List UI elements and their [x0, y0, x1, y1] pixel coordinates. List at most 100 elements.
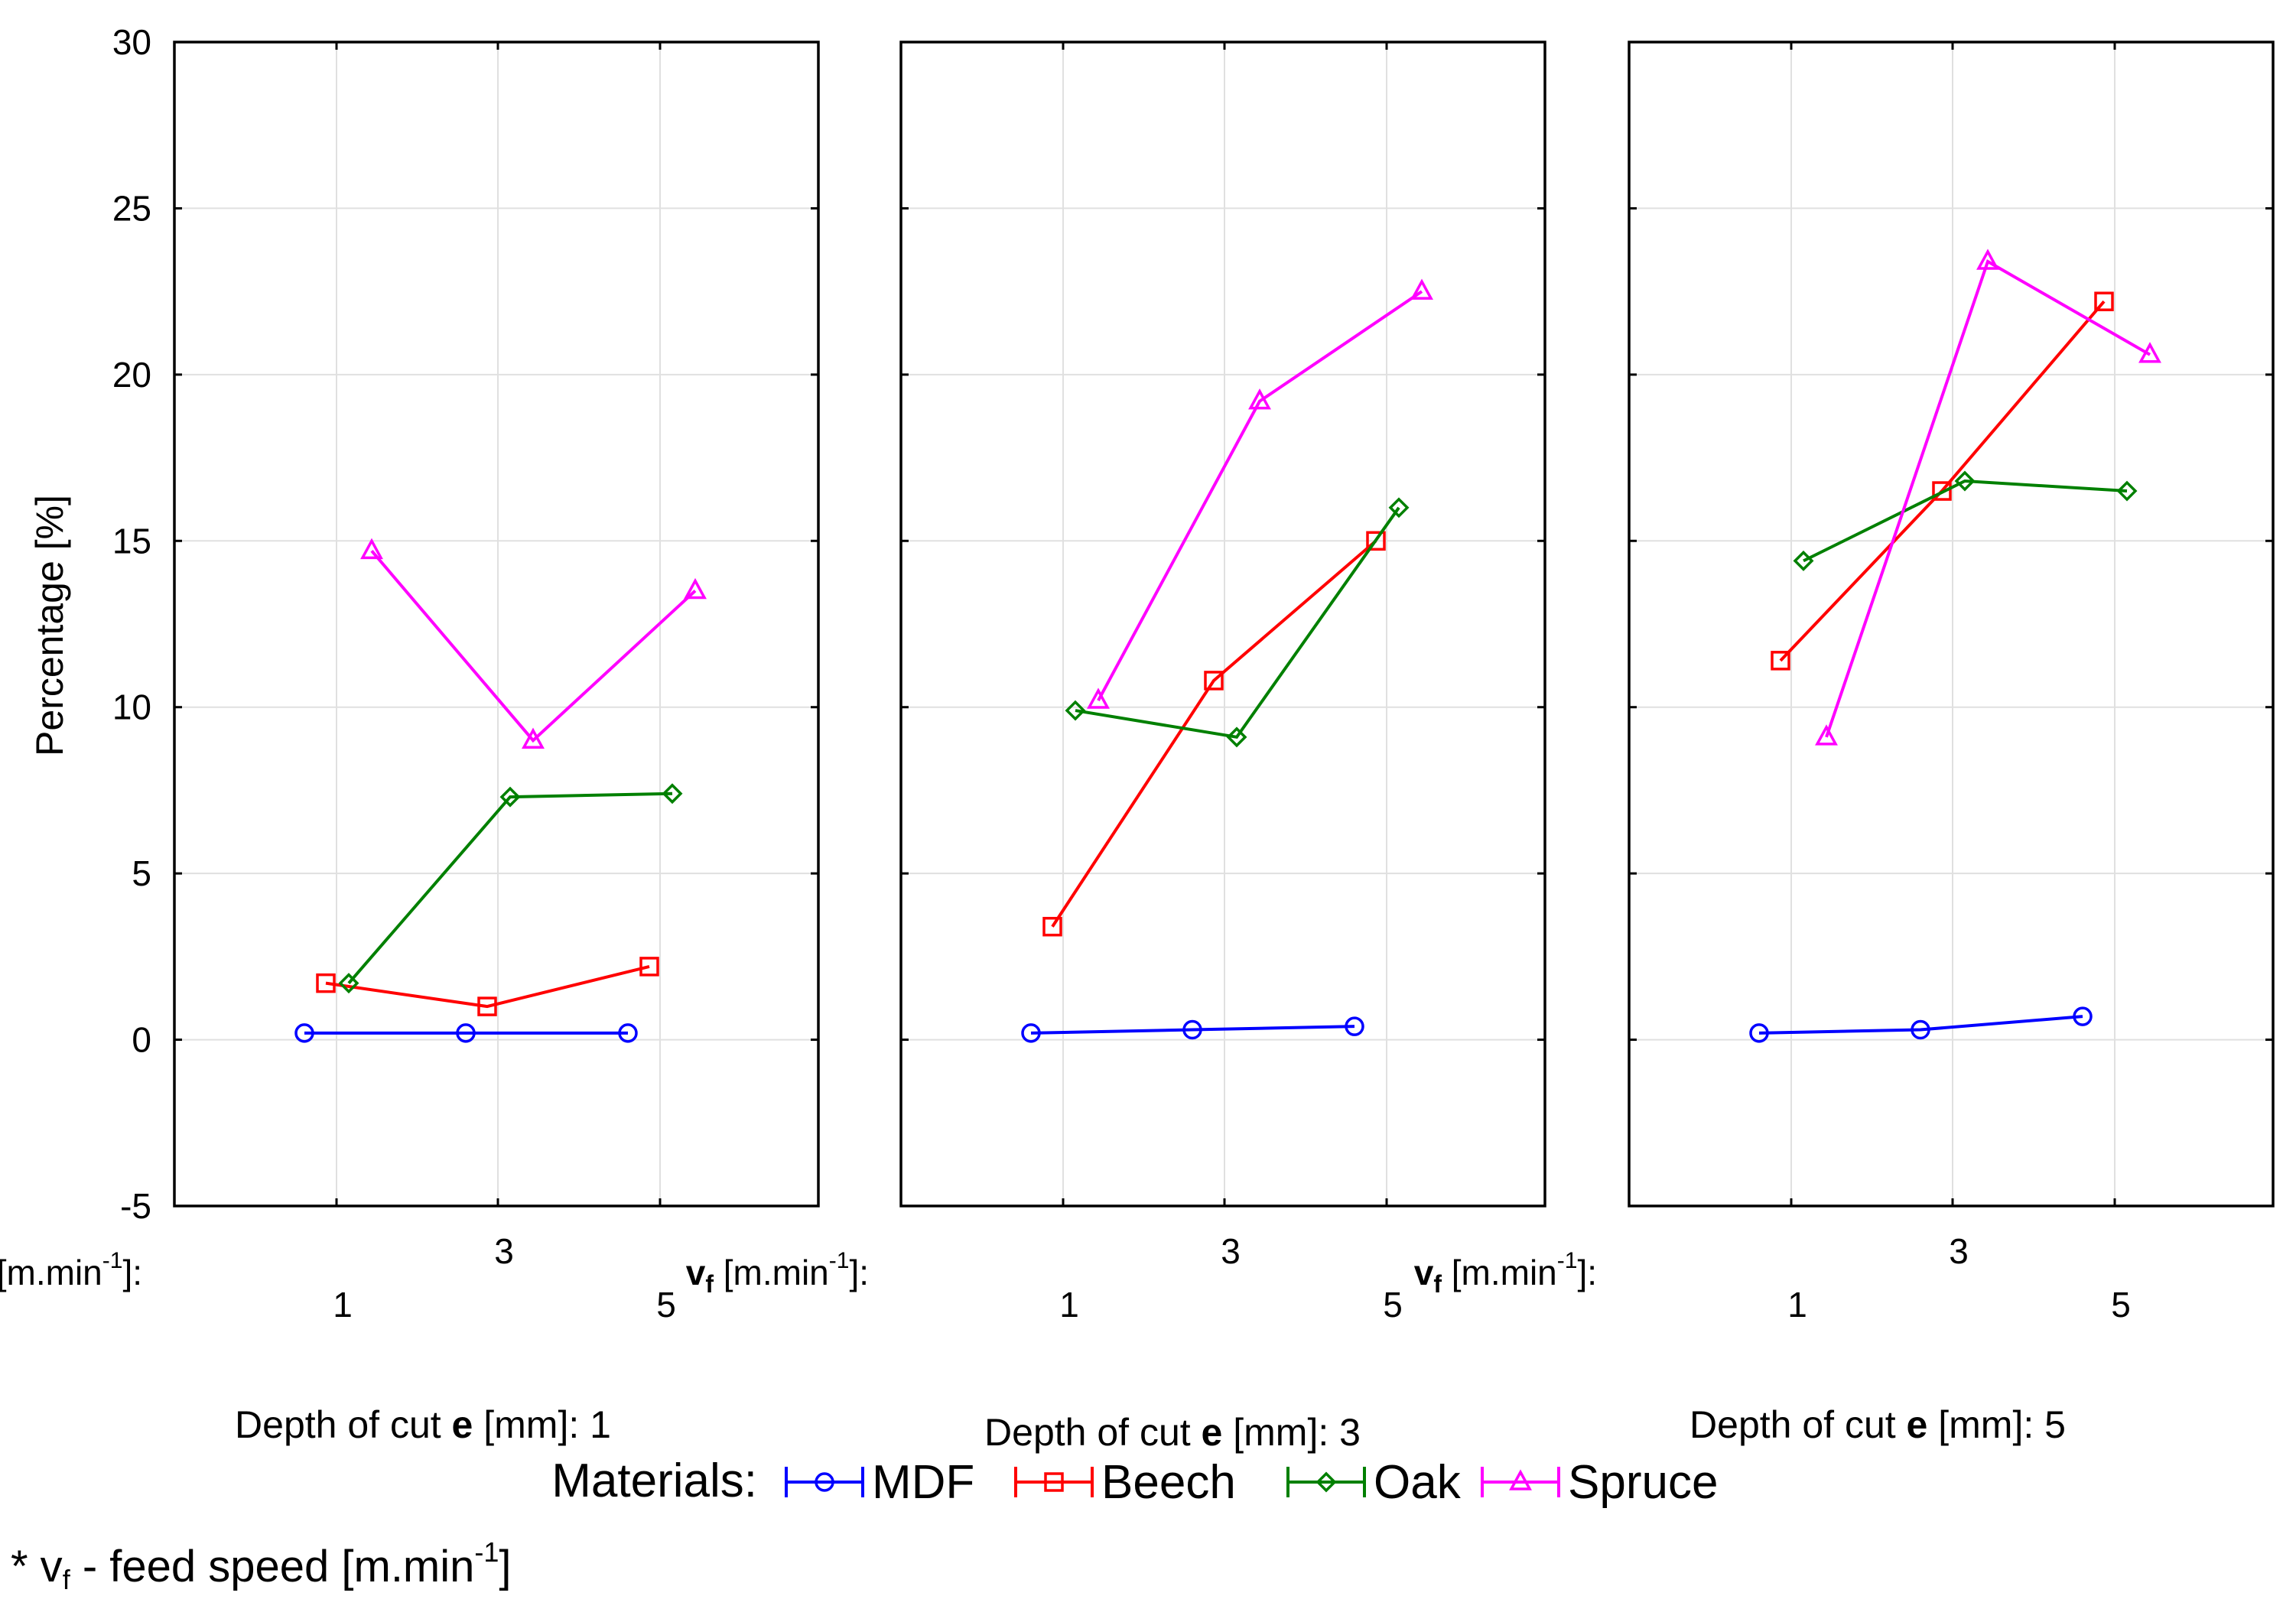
series-line-spruce: [1097, 290, 1423, 701]
legend-item-beech: Beech: [1014, 1456, 1236, 1509]
data-point-beech: [2094, 291, 2114, 311]
y-tick-label: 30: [112, 22, 151, 62]
data-point-beech: [316, 973, 336, 993]
data-point-beech: [1042, 916, 1062, 937]
y-tick-label: 0: [132, 1020, 151, 1060]
legend-marker: [1044, 1472, 1064, 1492]
y-tick-label: 20: [112, 355, 151, 395]
data-point-oak: [2116, 480, 2138, 502]
data-point-oak: [1065, 700, 1086, 721]
x-tick-label: 1: [1059, 1285, 1079, 1325]
x-tick-label: 1: [333, 1285, 353, 1325]
data-point-beech: [1932, 481, 1952, 501]
footnote-exponent: -1: [474, 1536, 499, 1568]
data-point-spruce: [684, 577, 707, 600]
data-point-oak: [1954, 470, 1976, 492]
series-line-beech: [1051, 539, 1377, 928]
series-line-spruce: [1825, 259, 2151, 738]
data-point-spruce: [360, 538, 383, 560]
legend-label: Spruce: [1568, 1456, 1718, 1509]
data-point-mdf: [2073, 1006, 2093, 1026]
x-tick-label: 1: [1787, 1285, 1807, 1325]
footnote: * vf - feed speed [m.min-1]: [11, 1536, 512, 1595]
series-line-beech: [1779, 300, 2106, 662]
data-point-mdf: [1345, 1016, 1364, 1036]
data-point-oak: [1793, 550, 1814, 571]
legend-item-spruce: Spruce: [1481, 1456, 1718, 1509]
legend-label: Oak: [1374, 1456, 1462, 1509]
legend-marker: [815, 1472, 834, 1492]
y-axis-title: Percentage [%]: [28, 495, 71, 756]
data-point-mdf: [1021, 1023, 1041, 1043]
series-line-oak: [347, 791, 673, 984]
x-axis-var: v: [686, 1253, 706, 1292]
data-point-oak: [499, 786, 521, 808]
data-point-spruce: [1248, 388, 1271, 410]
series-line-oak: [1803, 479, 2128, 563]
y-tick-label: 15: [112, 521, 151, 561]
data-point-oak: [1388, 497, 1410, 518]
footnote-close: ]: [499, 1542, 511, 1591]
data-point-spruce: [522, 727, 545, 749]
panel-title: Depth of cut e [mm]: 3: [984, 1411, 1361, 1454]
legend: Materials: MDF Beech Oak Spruce: [551, 1455, 1718, 1509]
data-point-beech: [1366, 531, 1386, 551]
footnote-subscript: f: [63, 1564, 71, 1595]
plot-frame: [173, 41, 820, 1208]
x-axis-label: vf [m.min-1]:: [1414, 1248, 1597, 1298]
data-point-mdf: [618, 1023, 638, 1043]
data-point-beech: [1204, 671, 1224, 691]
data-point-oak: [1226, 726, 1247, 748]
data-point-mdf: [1182, 1019, 1202, 1040]
series-line-beech: [325, 964, 650, 1009]
data-point-spruce: [2138, 342, 2161, 363]
data-point-beech: [477, 996, 497, 1016]
data-point-beech: [1771, 651, 1790, 671]
data-point-mdf: [294, 1023, 314, 1043]
legend-items: MDF Beech Oak Spruce: [785, 1456, 1718, 1509]
panel-title: Depth of cut e [mm]: 1: [235, 1403, 611, 1446]
footnote-text: - feed speed [m.min: [70, 1542, 475, 1591]
legend-item-oak: Oak: [1286, 1456, 1462, 1509]
series-line-spruce: [370, 550, 697, 743]
data-point-mdf: [1911, 1019, 1930, 1040]
legend-marker: [1315, 1471, 1337, 1493]
panel-1: 30 25 20 15 10 5 0 -5 1 3 5 vf [m.min-1]: Depth of c…: [0, 22, 820, 1446]
data-point-spruce: [1087, 687, 1110, 709]
plot-frame: [899, 41, 1546, 1208]
data-point-mdf: [456, 1023, 476, 1043]
legend-marker: [1509, 1469, 1532, 1490]
data-point-spruce: [1410, 278, 1433, 300]
x-tick-label: 3: [1221, 1231, 1241, 1271]
data-point-spruce: [1815, 724, 1838, 746]
x-tick-label: 5: [1383, 1285, 1403, 1325]
x-axis-var: v: [1414, 1253, 1434, 1292]
data-point-oak: [662, 783, 683, 804]
data-point-oak: [338, 973, 359, 994]
footnote-prefix: * v: [11, 1542, 63, 1591]
x-tick-label: 5: [656, 1285, 676, 1325]
series-line-mdf: [1758, 1015, 2083, 1035]
data-point-beech: [639, 957, 659, 977]
series-line-mdf: [1030, 1025, 1355, 1035]
x-tick-label: 5: [2111, 1285, 2131, 1325]
y-tick-label: 25: [112, 188, 151, 228]
plot-frame: [1628, 41, 2275, 1208]
panel-3: 1 3 5 vf [m.min-1]: Depth of cut e [mm]: 5: [1414, 41, 2275, 1446]
y-tick-label: 10: [112, 687, 151, 727]
x-tick-label: 3: [494, 1231, 514, 1271]
panel-2: 1 3 5 vf [m.min-1]: Depth of cut e [mm]: 3: [686, 41, 1546, 1454]
data-point-mdf: [1749, 1023, 1769, 1043]
series-line-oak: [1075, 506, 1400, 739]
legend-title: Materials:: [551, 1455, 757, 1507]
y-tick-label: -5: [120, 1186, 151, 1226]
panel-title: Depth of cut e [mm]: 5: [1689, 1403, 2066, 1446]
y-tick-label: 5: [132, 853, 151, 893]
legend-label: MDF: [872, 1456, 974, 1509]
legend-item-mdf: MDF: [785, 1456, 974, 1509]
legend-label: Beech: [1101, 1456, 1236, 1509]
x-axis-label: vf [m.min-1]:: [0, 1248, 142, 1298]
data-point-spruce: [1976, 249, 1999, 270]
